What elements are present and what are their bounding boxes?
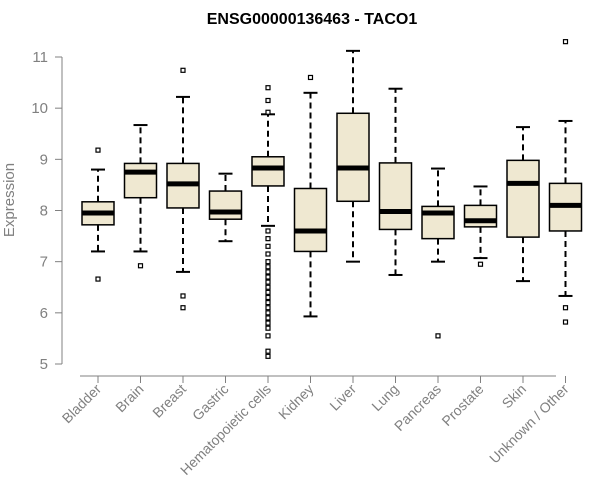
box-lung: [378, 87, 413, 276]
box-bladder: [81, 147, 115, 282]
iqr-box: [123, 162, 158, 199]
outlier-point: [265, 85, 271, 91]
y-tick-label: 7: [40, 254, 48, 271]
x-tick-label: Breast: [149, 381, 189, 421]
outlier-point: [265, 236, 271, 242]
outlier-point: [307, 74, 314, 81]
iqr-box: [336, 112, 370, 203]
iqr-box: [208, 190, 243, 220]
outlier-point: [265, 353, 271, 359]
iqr-box: [293, 187, 328, 253]
iqr-box: [378, 162, 413, 231]
outlier-point: [562, 305, 569, 311]
outlier-point: [180, 67, 186, 73]
x-tick-label: Prostate: [438, 381, 486, 429]
y-tick-label: 6: [40, 305, 48, 322]
outlier-point: [180, 293, 186, 299]
outlier-point: [265, 243, 271, 249]
outlier-point: [265, 289, 271, 295]
y-tick-label: 10: [31, 100, 48, 117]
y-tick-label: 9: [40, 151, 48, 168]
y-tick-label: 5: [40, 356, 48, 373]
outlier-point: [265, 348, 271, 354]
outlier-point: [562, 319, 569, 325]
chart-title: ENSG00000136463 - TACO1: [207, 11, 418, 28]
x-tick-label: Liver: [326, 381, 359, 414]
box-unknown-other: [548, 39, 583, 325]
y-tick-label: 8: [40, 203, 48, 220]
x-tick-label: Skin: [499, 381, 530, 412]
outlier-point: [265, 333, 271, 339]
box-gastric: [208, 172, 243, 243]
outlier-point: [265, 315, 271, 321]
outlier-point: [265, 259, 271, 265]
outlier-point: [265, 284, 271, 290]
x-tick-label: Pancreas: [391, 381, 444, 434]
x-tick-label: Lung: [368, 381, 401, 414]
box-skin: [506, 126, 540, 283]
box-prostate: [463, 185, 498, 267]
outlier-point: [265, 320, 271, 326]
boxes: [81, 39, 583, 359]
outlier-point: [265, 325, 271, 331]
outlier-point: [265, 264, 271, 270]
iqr-box: [463, 204, 498, 228]
outlier-point: [477, 261, 484, 267]
iqr-box: [506, 159, 540, 238]
y-ticks: 5 6 7 8 9 10 11: [31, 49, 62, 373]
x-tick-label: Bladder: [59, 381, 105, 427]
outlier-point: [435, 333, 441, 339]
x-tick-label: Unknown / Other: [486, 381, 572, 467]
box-hematopoietic-cells: [251, 85, 285, 359]
outlier-point: [265, 228, 271, 234]
box-kidney: [293, 74, 328, 318]
x-tick-label: Brain: [112, 381, 146, 415]
outlier-point: [265, 279, 271, 285]
box-pancreas: [421, 167, 455, 339]
box-breast: [166, 67, 200, 311]
y-axis-label: Expression: [1, 163, 18, 237]
outlier-point: [265, 300, 271, 306]
outlier-point: [95, 276, 101, 282]
outlier-point: [265, 310, 271, 316]
outlier-point: [265, 294, 271, 301]
outlier-point: [562, 39, 569, 45]
outlier-point: [265, 97, 271, 104]
iqr-box: [251, 156, 285, 187]
outlier-point: [265, 251, 271, 257]
outlier-point: [265, 109, 271, 115]
outlier-point: [265, 305, 271, 311]
outlier-point: [95, 147, 101, 153]
outlier-point: [265, 274, 271, 280]
outlier-point: [265, 269, 271, 275]
y-tick-label: 11: [32, 49, 48, 66]
box-liver: [336, 49, 370, 263]
outlier-point: [180, 305, 186, 311]
box-brain: [123, 124, 158, 269]
x-tick-label: Kidney: [275, 381, 317, 423]
outlier-point: [137, 263, 144, 269]
